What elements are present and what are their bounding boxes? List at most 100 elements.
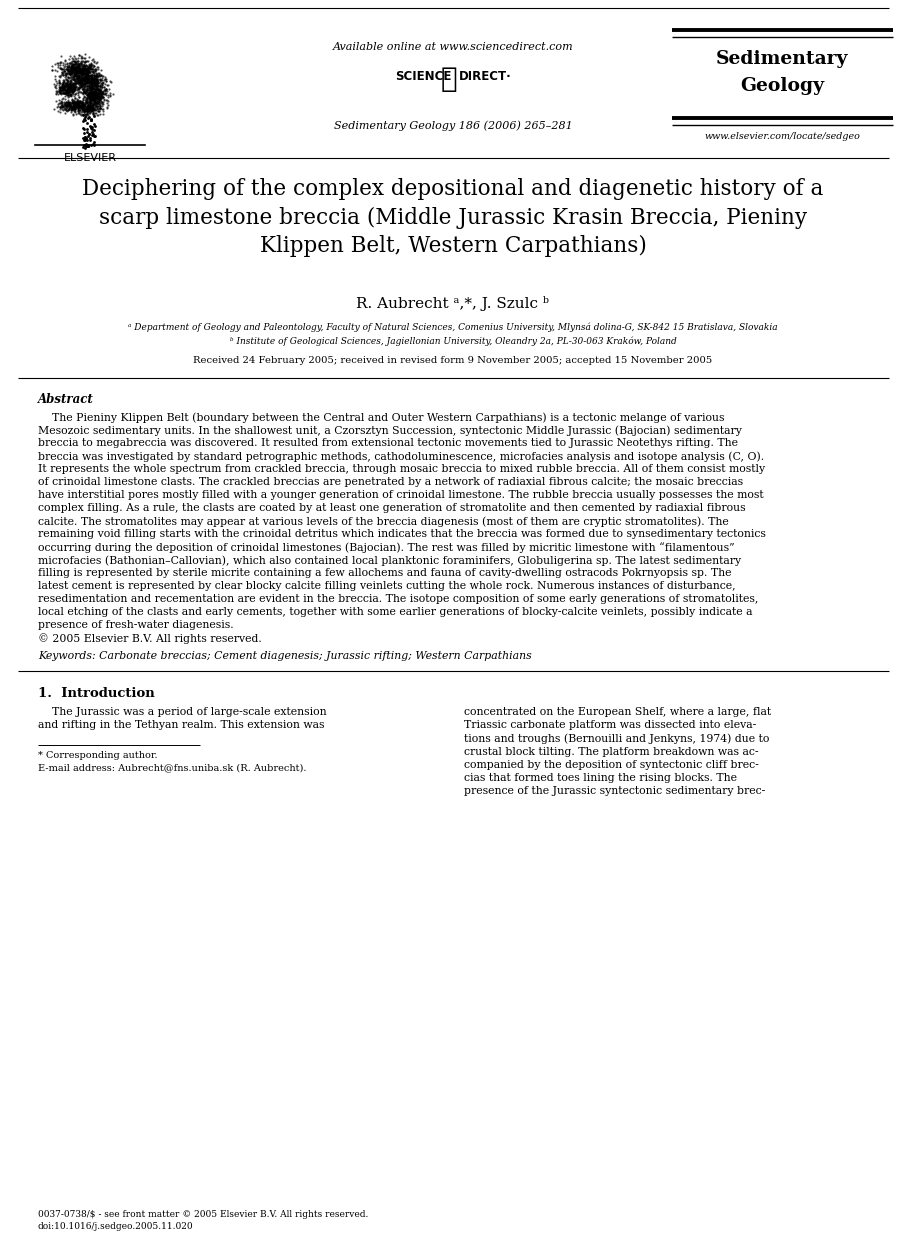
Point [73,78,87,98]
Point [76,74,91,94]
Point [82,69,96,89]
Point [67,58,82,78]
Point [84,88,99,108]
Point [103,73,118,93]
Point [81,57,95,77]
Point [80,88,94,108]
Point [49,92,63,111]
Point [71,94,85,114]
Point [76,59,91,79]
Point [73,53,88,73]
Point [74,52,89,72]
Point [93,76,108,95]
Point [84,89,99,109]
Point [82,85,96,105]
Point [77,54,92,74]
Point [84,71,99,90]
Point [81,94,95,114]
Point [83,93,98,113]
Point [93,82,108,102]
Point [75,98,90,118]
Point [80,69,94,89]
Text: ELSEVIER: ELSEVIER [63,154,116,163]
Point [72,64,86,84]
Point [90,71,104,90]
Point [65,93,80,113]
Point [74,76,89,95]
Point [61,95,75,115]
Point [53,67,67,87]
Point [55,74,70,94]
Point [62,63,76,83]
Point [86,68,101,88]
Point [89,77,103,97]
Point [83,99,98,119]
Point [61,95,75,115]
Point [62,98,76,118]
Point [75,100,90,120]
Point [83,92,97,111]
Point [87,105,102,125]
Point [79,102,93,121]
Point [83,88,97,108]
Point [66,97,81,116]
Point [54,80,69,100]
Point [95,93,110,113]
Point [68,99,83,119]
Text: © 2005 Elsevier B.V. All rights reserved.: © 2005 Elsevier B.V. All rights reserved… [38,633,262,644]
Point [80,56,94,76]
Point [56,97,71,116]
Point [79,89,93,109]
Point [75,79,90,99]
Point [71,62,85,82]
Point [87,73,102,93]
Point [93,84,108,104]
Point [68,79,83,99]
Point [75,95,90,115]
Point [53,98,67,118]
Point [76,71,91,90]
Point [93,64,107,84]
Point [90,79,104,99]
Point [68,58,83,78]
Point [76,82,91,102]
Point [81,71,95,90]
Point [102,71,117,90]
Point [87,88,102,108]
Point [81,84,95,104]
Point [77,62,92,82]
Point [85,77,100,97]
Point [60,74,74,94]
Point [82,58,96,78]
Point [76,58,91,78]
Point [58,73,73,93]
Point [94,88,109,108]
Point [79,69,93,89]
Point [51,84,65,104]
Point [83,87,98,106]
Point [85,72,100,92]
Point [84,67,99,87]
Point [85,76,100,95]
Point [91,77,105,97]
Point [90,84,104,104]
Point [85,79,100,99]
Point [75,89,90,109]
Point [56,77,71,97]
Point [88,68,102,88]
Point [88,82,102,102]
Point [65,80,80,100]
Point [85,134,100,154]
Point [95,83,110,103]
Point [89,74,103,94]
Point [80,73,94,93]
Point [68,77,83,97]
Point [53,93,67,113]
Point [62,87,76,106]
Point [73,61,88,80]
Point [63,64,77,84]
Point [83,97,97,116]
Point [69,93,83,113]
Point [83,94,97,114]
Text: ᵃ Department of Geology and Paleontology, Faculty of Natural Sciences, Comenius : ᵃ Department of Geology and Paleontology… [128,322,778,332]
